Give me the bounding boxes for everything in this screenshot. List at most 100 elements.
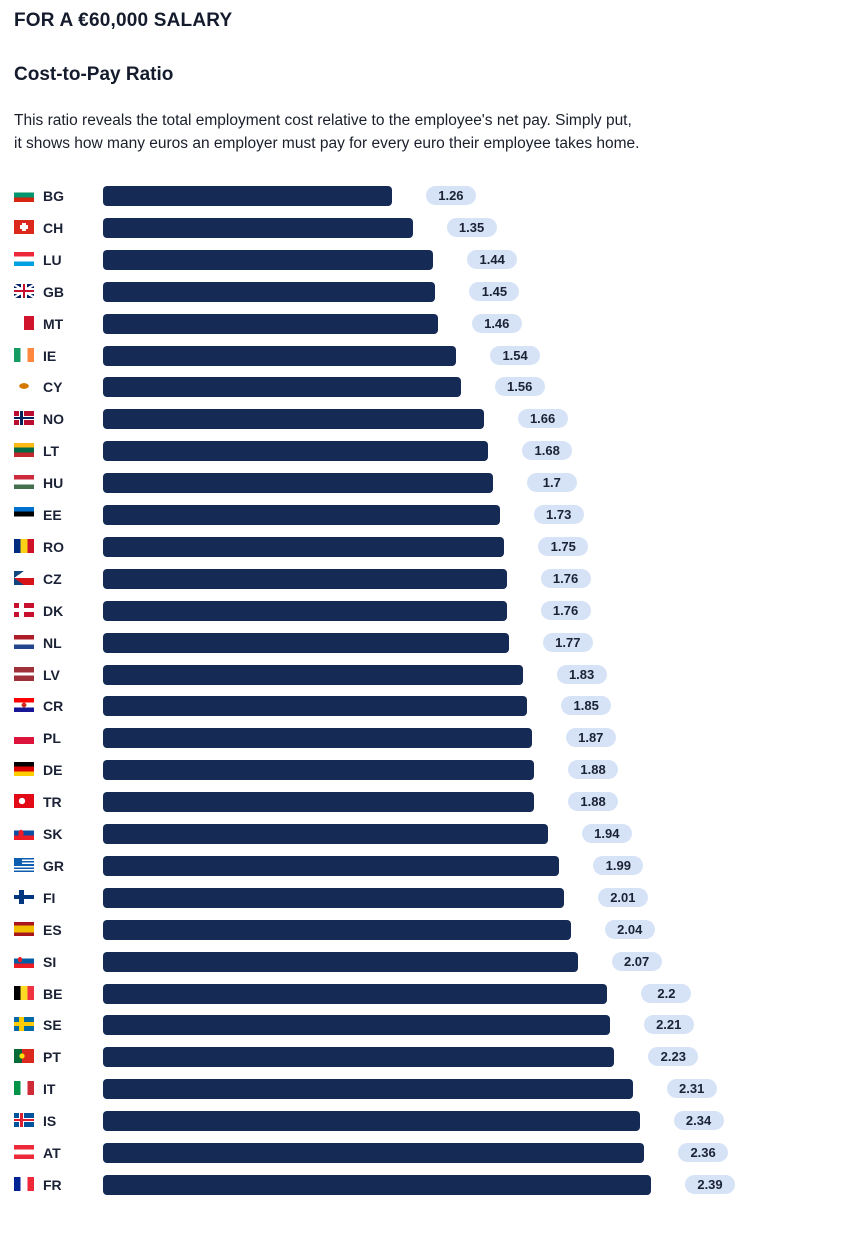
cy-flag-icon — [14, 379, 34, 394]
category-label: TR — [43, 794, 62, 811]
fr-flag-icon — [14, 1176, 34, 1191]
se-flag-icon — [14, 1017, 34, 1032]
gb-flag-icon — [14, 283, 34, 298]
value-label: 1.7 — [526, 473, 577, 493]
value-label: 1.68 — [522, 441, 573, 461]
chart-row-lv: LV 1.83 — [0, 659, 843, 691]
category-label: BE — [43, 985, 63, 1002]
category-label: MT — [43, 315, 64, 332]
value-label: 2.31 — [666, 1079, 717, 1099]
value-label: 1.88 — [568, 760, 619, 780]
bar-fr — [103, 1174, 651, 1195]
chart-row-ee: EE 1.73 — [0, 499, 843, 531]
chart-row-no: NO 1.66 — [0, 403, 843, 435]
pl-flag-icon — [14, 730, 34, 745]
chart-row-de: DE 1.88 — [0, 754, 843, 786]
chart-row-bg: BG 1.26 — [0, 180, 843, 212]
bar-lu — [103, 249, 434, 270]
description-line-1: This ratio reveals the total employment … — [14, 112, 632, 129]
value-label: 1.75 — [538, 536, 589, 556]
category-label: SE — [43, 1017, 62, 1034]
chart-row-fr: FR 2.39 — [0, 1169, 843, 1201]
be-flag-icon — [14, 985, 34, 1000]
value-label: 1.99 — [593, 855, 644, 875]
chart-row-dk: DK 1.76 — [0, 595, 843, 627]
bar-tr — [103, 792, 535, 813]
value-label: 1.76 — [540, 568, 591, 588]
bar-mt — [103, 313, 438, 334]
bar-ie — [103, 345, 457, 366]
pt-flag-icon — [14, 1049, 34, 1064]
value-label: 2.39 — [685, 1174, 735, 1194]
bar-lv — [103, 664, 523, 685]
chart-row-at: AT 2.36 — [0, 1137, 843, 1169]
value-label: 1.46 — [471, 313, 522, 333]
chart-row-ie: IE 1.54 — [0, 340, 843, 372]
chart-row-lt: LT 1.68 — [0, 435, 843, 467]
category-label: GB — [43, 283, 64, 300]
bar-cz — [103, 568, 507, 589]
description-line-2: it shows how many euros an employer must… — [14, 135, 640, 152]
category-label: DK — [43, 602, 64, 619]
chart-row-gb: GB 1.45 — [0, 276, 843, 308]
is-flag-icon — [14, 1113, 34, 1128]
category-label: HU — [43, 475, 64, 492]
category-label: CZ — [43, 570, 62, 587]
value-label: 2.07 — [611, 951, 662, 971]
category-label: AT — [43, 1145, 61, 1161]
bar-fi — [103, 887, 564, 908]
value-label: 1.83 — [556, 664, 607, 684]
bar-ch — [103, 217, 413, 238]
category-label: EE — [43, 507, 62, 523]
hu-flag-icon — [14, 475, 34, 490]
bar-no — [103, 409, 484, 430]
bar-lt — [103, 441, 489, 462]
fi-flag-icon — [14, 889, 34, 904]
bar-bg — [103, 186, 392, 206]
chart-row-tr: TR 1.88 — [0, 786, 843, 818]
mt-flag-icon — [14, 315, 34, 330]
bar-chart: BG 1.26 CH 1.35 LU 1.44 GB 1.45 MT 1.46 IE 1.54 CY 1.… — [0, 180, 843, 1210]
cr-flag-icon — [14, 698, 34, 713]
value-label: 2.23 — [648, 1047, 699, 1067]
category-label: SK — [43, 826, 63, 842]
category-label: IS — [43, 1113, 57, 1130]
category-label: NL — [43, 634, 62, 651]
chart-row-se: SE 2.21 — [0, 1009, 843, 1041]
lv-flag-icon — [14, 666, 34, 681]
category-label: RO — [43, 538, 64, 555]
chart-row-es: ES 2.04 — [0, 914, 843, 946]
chart-row-ro: RO 1.75 — [0, 531, 843, 563]
category-label: IT — [43, 1081, 56, 1098]
cz-flag-icon — [14, 570, 34, 585]
value-label: 2.34 — [673, 1111, 724, 1131]
value-label: 2.2 — [641, 983, 692, 1003]
value-label: 1.26 — [425, 186, 476, 205]
category-label: CY — [43, 379, 63, 396]
value-label: 1.44 — [467, 249, 518, 269]
category-label: PL — [43, 730, 61, 747]
bar-is — [103, 1111, 640, 1132]
value-label: 2.36 — [678, 1143, 729, 1162]
category-label: GR — [43, 857, 64, 874]
bar-gr — [103, 855, 560, 876]
bar-de — [103, 760, 535, 781]
bar-ro — [103, 536, 505, 557]
es-flag-icon — [14, 921, 34, 936]
category-label: FI — [43, 889, 56, 906]
category-label: BG — [43, 188, 64, 204]
it-flag-icon — [14, 1081, 34, 1096]
bar-se — [103, 1015, 610, 1036]
category-label: CR — [43, 698, 64, 715]
sk-flag-icon — [14, 826, 34, 840]
de-flag-icon — [14, 762, 34, 777]
eyebrow-heading: FOR A €60,000 SALARY — [14, 10, 233, 31]
ch-flag-icon — [14, 219, 34, 234]
chart-row-ch: CH 1.35 — [0, 212, 843, 244]
bar-es — [103, 919, 571, 940]
chart-row-si: SI 2.07 — [0, 946, 843, 978]
tr-flag-icon — [14, 794, 34, 809]
chart-title: Cost-to-Pay Ratio — [14, 64, 174, 85]
bar-nl — [103, 632, 509, 653]
chart-row-is: IS 2.34 — [0, 1105, 843, 1137]
